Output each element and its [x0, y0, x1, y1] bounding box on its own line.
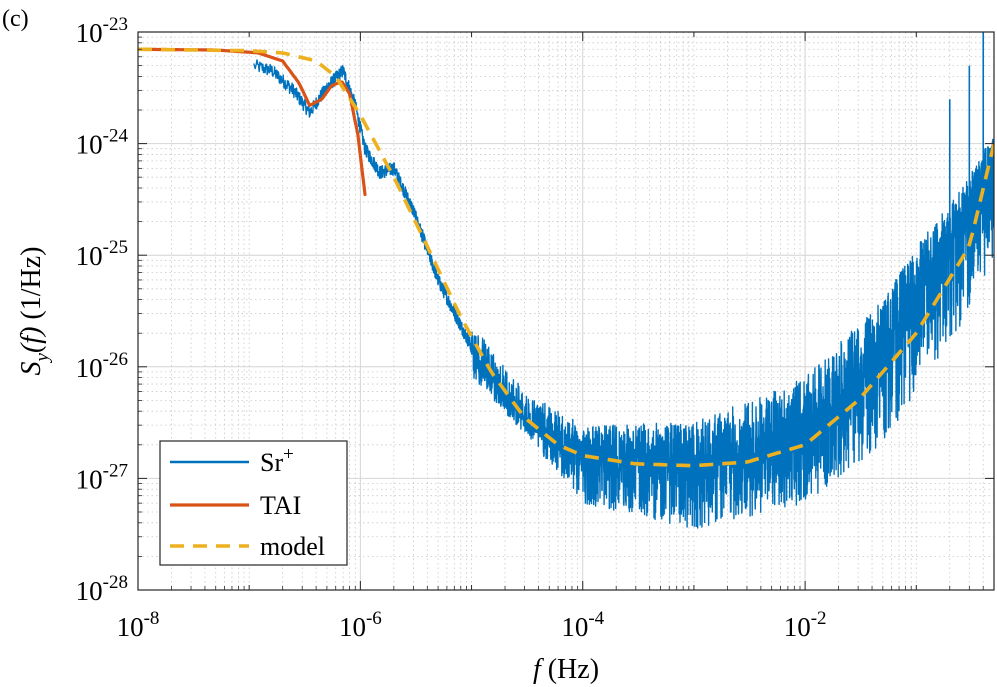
y-tick-base: 10: [76, 18, 103, 48]
y-tick-label: 10-25: [76, 237, 128, 271]
x-tick-base: 10: [784, 612, 811, 642]
x-tick-base: 10: [561, 612, 588, 642]
legend-label-tai: TAI: [260, 491, 301, 520]
x-tick-base: 10: [339, 612, 366, 642]
x-tick-exponent: -4: [588, 608, 604, 629]
x-tick-label: 10-6: [339, 608, 382, 642]
y-tick-label: 10-26: [76, 349, 128, 383]
series-layer: [138, 32, 994, 529]
legend-name: TAI: [260, 491, 301, 520]
y-tick-exponent: -24: [103, 126, 129, 147]
y-tick-base: 10: [76, 576, 103, 606]
series-tai-line: [138, 47, 367, 197]
y-tick-exponent: -25: [103, 237, 128, 258]
series-model-line: [138, 47, 994, 468]
y-tick-label: 10-23: [76, 14, 128, 48]
x-tick-exponent: -6: [366, 608, 382, 629]
x-tick-label: 10-2: [784, 608, 827, 642]
x-axis-var: f: [533, 654, 544, 685]
y-tick-exponent: -26: [103, 349, 128, 370]
y-axis-subscript: y: [32, 352, 53, 363]
y-tick-label: 10-24: [76, 126, 129, 160]
y-tick-exponent: -28: [103, 572, 128, 593]
x-tick-exponent: -2: [811, 608, 827, 629]
x-axis-unit: (Hz): [541, 654, 599, 685]
y-axis-var: S: [16, 361, 47, 375]
legend-label-sr: Sr+: [260, 444, 294, 477]
legend-superscript: +: [283, 444, 294, 465]
y-tick-exponent: -27: [103, 460, 128, 481]
legend-name: Sr: [260, 448, 283, 477]
x-tick-exponent: -8: [144, 608, 160, 629]
x-axis-label: f (Hz): [533, 654, 599, 685]
y-tick-label: 10-27: [76, 460, 128, 494]
y-tick-label: 10-28: [76, 572, 128, 606]
axis-ticks: [137, 31, 995, 591]
y-axis-arg: (f): [16, 327, 47, 353]
legend-label-model: model: [260, 532, 325, 561]
y-tick-base: 10: [76, 241, 103, 271]
y-tick-exponent: -23: [103, 14, 128, 35]
panel-label: (c): [2, 6, 29, 32]
x-tick-label: 10-4: [561, 608, 604, 642]
plot-frame: [137, 31, 995, 591]
series-sr-line: [253, 59, 994, 529]
y-tick-base: 10: [76, 464, 103, 494]
y-axis-label: Sy(f) (1/Hz): [16, 247, 53, 376]
y-tick-base: 10: [76, 353, 103, 383]
x-tick-labels: 10-8 10-6 10-4 10-2: [117, 608, 827, 642]
y-tick-base: 10: [76, 130, 103, 160]
legend-name: model: [260, 532, 325, 561]
y-axis-label-group: Sy(f) (1/Hz): [16, 247, 53, 376]
x-tick-base: 10: [117, 612, 144, 642]
y-axis-unit: (1/Hz): [16, 247, 47, 327]
legend: Sr+ TAI model: [159, 440, 348, 566]
x-tick-label: 10-8: [117, 608, 160, 642]
